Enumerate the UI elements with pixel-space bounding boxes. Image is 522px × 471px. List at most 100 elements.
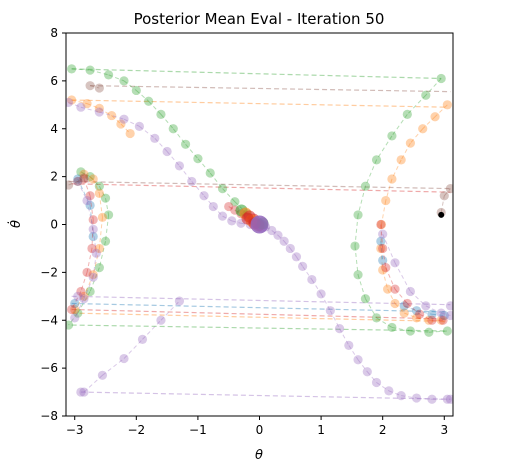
trajectory-segment: [179, 165, 193, 182]
data-point-red-14: [438, 315, 448, 325]
data-point-purple-37: [82, 195, 92, 206]
origin-cluster: [235, 204, 269, 234]
x-tick-label: 3: [440, 423, 448, 437]
data-point-orange-6: [79, 169, 89, 179]
data-point-purple-18: [273, 230, 283, 240]
trajectory-segment: [105, 198, 110, 216]
dashed-line-0: [71, 68, 442, 80]
trajectory-segment: [380, 248, 384, 271]
data-point-green-38: [424, 327, 434, 337]
data-point-purple-0: [66, 97, 74, 108]
trajectory-segment: [92, 178, 100, 194]
y-tick-label: −2: [40, 265, 58, 279]
data-point-orange-13: [70, 304, 80, 315]
data-point-red-15: [224, 201, 234, 212]
trajectory-segment: [160, 114, 174, 130]
trajectory-segment: [419, 313, 433, 321]
data-point-red-2: [88, 215, 98, 225]
data-point-orange-7: [88, 174, 98, 184]
trajectory-segment: [434, 104, 448, 118]
trajectory-segment: [410, 330, 429, 333]
data-point-orange-26: [399, 308, 409, 318]
data-point-green-31: [353, 210, 363, 220]
trajectory-segment: [283, 240, 291, 249]
data-point-purple-34: [427, 394, 437, 404]
data-point-green-27: [402, 109, 412, 119]
data-point-brown-5: [445, 183, 453, 194]
trajectory-segment: [348, 345, 359, 361]
plot-area: [66, 64, 453, 404]
trajectory-segment: [416, 310, 433, 315]
data-point-green-15: [76, 167, 86, 177]
trajectory-segment: [382, 269, 389, 290]
data-point-green-24: [66, 320, 74, 330]
trajectory-segment: [83, 274, 94, 297]
trajectory-segment: [89, 205, 94, 237]
x-tick-label: −2: [127, 423, 145, 437]
trajectory-segment: [320, 293, 331, 311]
data-point-purple-54: [445, 310, 453, 321]
trajectory-segment: [365, 298, 377, 319]
data-point-green-9: [193, 154, 203, 164]
trajectory-segment: [80, 272, 88, 292]
data-point-orange-8: [94, 188, 104, 198]
data-point-green-36: [387, 322, 397, 333]
y-tick-label: 2: [50, 170, 58, 184]
trajectory-segment: [111, 115, 122, 125]
data-point-green-6: [156, 109, 166, 119]
data-point-orange-28: [424, 315, 434, 325]
trajectory-segment: [92, 248, 100, 275]
y-axis-label: θ̇: [8, 220, 24, 228]
data-point-red-10: [390, 284, 400, 294]
data-point-green-11: [217, 183, 228, 194]
trajectory-segment: [89, 69, 109, 76]
data-point-purple-39: [91, 248, 101, 258]
trajectory-segment: [148, 100, 162, 115]
data-point-green-18: [100, 193, 111, 203]
data-point-purple-46: [137, 334, 148, 344]
trajectory-segment: [89, 267, 100, 292]
trajectory-segment: [80, 171, 91, 178]
x-tick-label: 2: [379, 423, 387, 437]
data-point-purple-2: [94, 107, 104, 117]
trajectory-segment: [394, 262, 411, 292]
data-point-green-8: [180, 139, 191, 149]
trajectory-segment: [391, 159, 402, 180]
y-tick-label: 8: [50, 26, 58, 40]
trajectory-segment: [380, 241, 384, 261]
trajectory-segment: [380, 224, 382, 249]
trajectory-segment: [77, 181, 88, 201]
data-point-green-29: [371, 155, 382, 165]
trajectory-segment: [277, 234, 285, 242]
y-tick-label: 4: [50, 122, 58, 136]
trajectory-segment: [404, 312, 417, 319]
y-axis-ticks: −8 −6 −4 −2 0 2 4 6 8: [40, 26, 66, 423]
data-point-orange-2: [94, 103, 104, 114]
y-tick-label: 0: [50, 218, 58, 232]
data-point-green-12: [230, 197, 240, 207]
trajectory-segment: [154, 137, 168, 152]
trajectory-segment: [425, 305, 442, 314]
trajectory-segment: [425, 78, 442, 96]
dashed-line-6: [71, 308, 448, 320]
data-point-blue-6: [399, 301, 409, 311]
trajectory-segment: [77, 178, 91, 206]
data-point-green-39: [442, 326, 452, 336]
data-point-brown-1: [73, 176, 83, 187]
dashed-line-10: [80, 391, 451, 400]
data-point-blue-8: [427, 309, 437, 319]
data-point-green-0: [67, 64, 77, 74]
trajectory-segment: [191, 181, 205, 197]
trajectory-segment: [441, 312, 451, 316]
data-point-orange-12: [79, 291, 89, 301]
data-point-purple-27: [344, 340, 354, 350]
data-point-purple-3: [119, 114, 129, 124]
trajectory-segment: [105, 214, 110, 242]
data-point-red-5: [76, 286, 86, 297]
trajectory-segment: [329, 310, 341, 329]
trajectory-segment: [203, 195, 214, 207]
data-point-brown-4: [439, 191, 449, 201]
trajectory-segment: [77, 177, 85, 182]
data-point-purple-20: [285, 243, 295, 254]
